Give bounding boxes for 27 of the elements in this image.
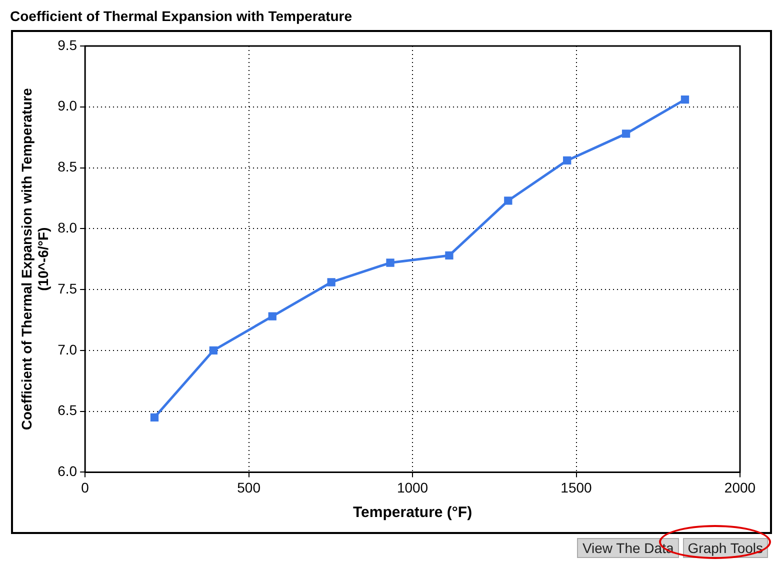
y-tick-label: 8.5 bbox=[58, 158, 78, 175]
point bbox=[268, 312, 276, 320]
point bbox=[327, 278, 336, 286]
chart-title: Coefficient of Thermal Expansion with Temperature bbox=[10, 8, 352, 24]
point bbox=[209, 346, 218, 355]
y-axis-title: Coefficient of Thermal Expansion with Temperature (10^-6/°F) bbox=[18, 88, 52, 430]
x-tick-label: 2000 bbox=[724, 479, 756, 496]
x-tick-label: 0 bbox=[81, 479, 90, 496]
y-tick-label: 6.0 bbox=[58, 463, 78, 480]
text: Graph Tools bbox=[682, 538, 768, 558]
point bbox=[150, 413, 159, 422]
x-tick-label: 500 bbox=[237, 479, 261, 496]
point bbox=[386, 258, 394, 267]
y-tick-label: 6.5 bbox=[58, 402, 78, 418]
x-axis-title: Temperature (°F) bbox=[352, 504, 472, 522]
y-tick-label: 7.5 bbox=[58, 280, 78, 296]
y-tick-label: 8.0 bbox=[58, 220, 78, 236]
point bbox=[504, 196, 512, 205]
y-tick-label: 7.0 bbox=[58, 341, 78, 358]
x-tick-label: 1500 bbox=[560, 479, 592, 496]
y-tick-label: 9.5 bbox=[58, 36, 78, 53]
point bbox=[563, 156, 572, 165]
point bbox=[622, 130, 630, 138]
x-tick-label: 1000 bbox=[396, 479, 428, 496]
point bbox=[445, 251, 454, 260]
point bbox=[680, 96, 690, 104]
y-tick-label: 9.0 bbox=[58, 98, 78, 114]
